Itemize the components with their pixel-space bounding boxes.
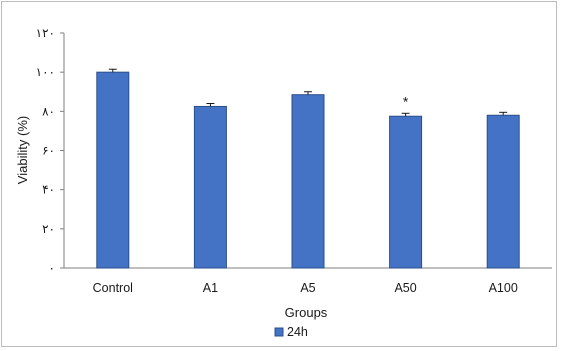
bar-a100: [486, 114, 520, 269]
y-tick-label: ٨٠: [42, 104, 55, 118]
bar-a1: [193, 105, 227, 269]
y-tick-label: ٢٠: [42, 222, 55, 236]
x-tick-label: A1: [203, 281, 218, 295]
x-axis-title: Groups: [285, 305, 328, 320]
legend-swatch-24h: [274, 327, 284, 337]
legend-label-24h: 24h: [287, 325, 308, 339]
x-tick-label: A50: [394, 281, 416, 295]
bar-a5: [291, 94, 325, 269]
y-tick-label: ٠: [49, 261, 55, 275]
y-tick-label: ١٢٠: [36, 26, 55, 40]
x-tick-label: Control: [93, 281, 133, 295]
x-tick-label: A5: [300, 281, 315, 295]
y-tick-label: ۶٠: [42, 144, 55, 158]
bar-control: [96, 71, 130, 269]
significance-marker: *: [403, 93, 409, 109]
y-tick-label: ١٠٠: [36, 65, 55, 79]
annotations-layer: *: [403, 93, 409, 109]
y-axis-title: Viability (%): [15, 116, 30, 184]
bars-layer: [96, 71, 520, 269]
chart-frame: [1, 1, 557, 347]
x-tick-label: A100: [489, 281, 518, 295]
y-axis: ٠ ٢٠ ۴٠ ۶٠ ٨٠ ١٠٠ ١٢٠: [36, 26, 65, 275]
legend: 24h: [274, 325, 308, 339]
x-axis: Control A1 A5 A50 A100: [64, 267, 552, 295]
error-bars-layer: [108, 68, 508, 117]
bar-a50: [389, 115, 423, 269]
y-tick-label: ۴٠: [42, 183, 55, 197]
